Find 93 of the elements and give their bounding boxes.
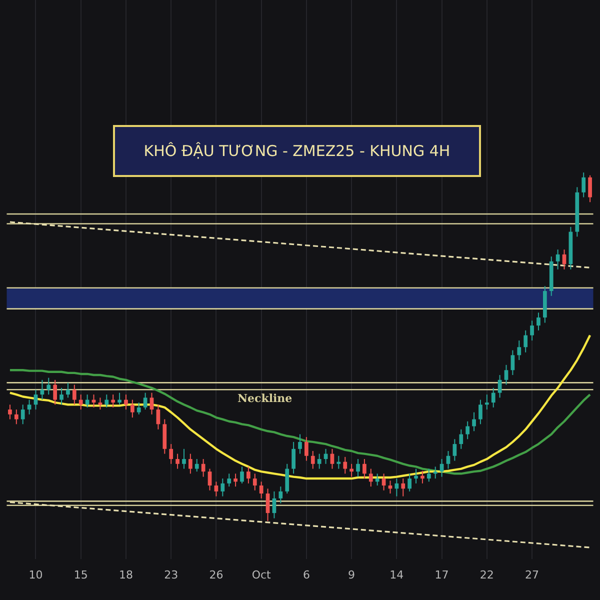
candlestick <box>130 399 134 418</box>
candlestick <box>220 478 225 497</box>
x-tick-label: 23 <box>164 568 178 582</box>
candlestick <box>188 453 192 474</box>
candlestick <box>53 379 58 406</box>
candlestick <box>401 478 406 497</box>
candlestick <box>27 399 32 415</box>
candlestick <box>259 481 264 499</box>
candlestick <box>46 377 51 396</box>
candlestick <box>336 455 341 470</box>
candlestick <box>394 478 399 497</box>
x-tick-label: Oct <box>252 568 272 582</box>
candlestick <box>214 481 218 497</box>
candlestick <box>60 387 64 406</box>
candlestick <box>304 436 308 462</box>
candlestick <box>368 468 373 488</box>
x-tick-label: 15 <box>74 568 88 582</box>
candlestick <box>72 384 76 406</box>
candlestick <box>433 466 438 480</box>
candlestick <box>156 404 160 430</box>
candlestick <box>136 402 141 415</box>
candlestick <box>234 473 238 488</box>
x-tick-label: 22 <box>480 568 494 582</box>
candlestick <box>317 453 322 470</box>
candlestick <box>420 470 424 484</box>
x-tick-label: 10 <box>28 568 43 582</box>
title-banner: KHÔ ĐẬU TƯƠNG - ZMEZ25 - KHUNG 4H <box>113 125 481 177</box>
candlestick <box>285 463 290 494</box>
candlestick <box>382 473 386 491</box>
candlestick <box>524 330 528 353</box>
candlestick <box>330 448 334 470</box>
candlestick <box>34 389 38 410</box>
candlestick <box>510 350 515 376</box>
candlestick <box>201 458 206 478</box>
candlestick <box>104 394 109 408</box>
candlestick <box>182 448 186 470</box>
x-tick-label: 14 <box>390 568 404 582</box>
candlestick <box>278 486 283 504</box>
candlestick <box>8 404 12 420</box>
x-tick-label: 18 <box>118 568 133 582</box>
candlestick <box>343 456 348 474</box>
candlestick <box>124 394 128 410</box>
candlestick <box>484 394 489 410</box>
candlestick <box>408 473 412 492</box>
candlestick <box>517 340 522 361</box>
candlestick <box>459 428 464 450</box>
candlestick <box>143 392 148 410</box>
candlestick <box>118 392 122 406</box>
x-tick-label: 6 <box>302 568 310 582</box>
candlestick <box>426 468 431 482</box>
candlestick <box>252 473 257 491</box>
candlestick <box>556 249 560 270</box>
candlestick <box>530 320 534 342</box>
candlestick <box>194 458 199 472</box>
candlestick <box>452 438 457 462</box>
candlestick <box>20 404 25 425</box>
x-tick-label: 17 <box>434 568 449 582</box>
candlestick <box>169 444 174 464</box>
candlestick <box>292 441 296 474</box>
ref-line-label: Neckline <box>237 392 292 406</box>
x-tick-label: 9 <box>348 568 356 582</box>
candlestick <box>472 412 476 432</box>
candlestick <box>446 450 450 470</box>
candlestick <box>466 420 470 440</box>
candlestick <box>66 382 70 398</box>
candlestick <box>78 394 83 410</box>
candlestick <box>298 434 302 454</box>
candlestick <box>536 312 540 331</box>
candlestick <box>414 468 418 484</box>
candlestick <box>240 466 244 484</box>
candlestick <box>266 488 270 522</box>
candlestick <box>227 473 232 488</box>
candlestick <box>208 468 212 491</box>
candlestick <box>478 399 482 425</box>
candlestick <box>310 450 315 470</box>
candlestick <box>111 394 116 408</box>
candlestick <box>375 473 380 486</box>
candlestick <box>582 172 586 198</box>
candlestick <box>350 463 354 478</box>
candlestick <box>362 458 366 480</box>
candlestick <box>40 379 44 400</box>
x-tick-label: 26 <box>209 568 224 582</box>
x-tick-label: 27 <box>525 568 540 582</box>
candlestick <box>176 453 180 470</box>
candlestick <box>272 490 276 519</box>
candlestick <box>356 458 360 478</box>
candlestick <box>491 387 496 408</box>
candlestick <box>504 364 508 386</box>
candlestick <box>246 466 250 484</box>
candlestick <box>150 392 154 415</box>
candlestick <box>588 174 592 203</box>
candlestick <box>14 409 18 425</box>
candlestick <box>498 374 502 398</box>
